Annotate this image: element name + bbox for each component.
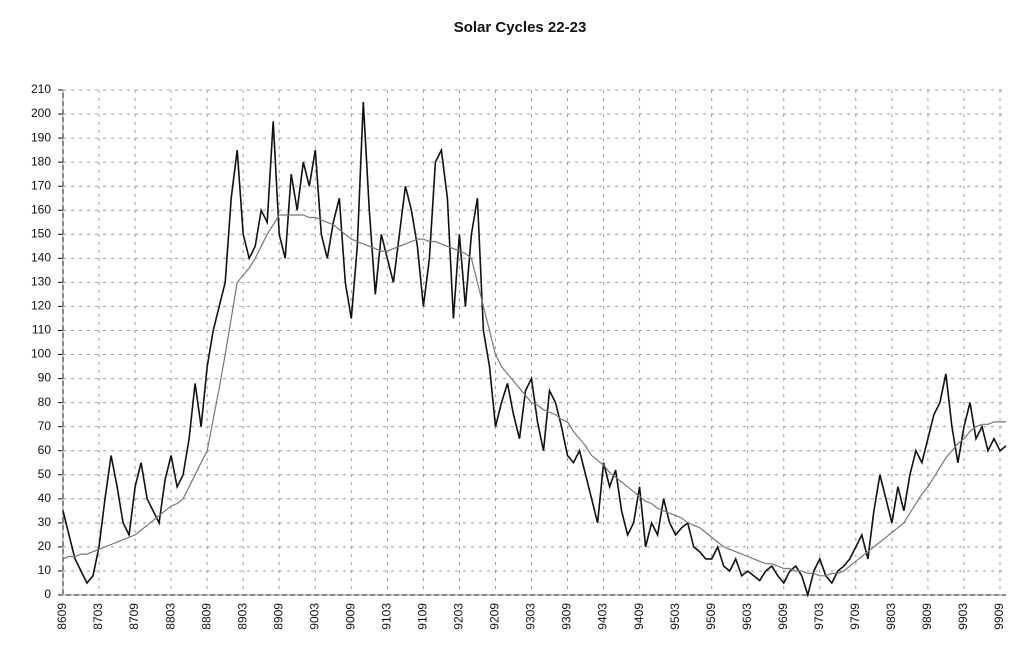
series-line xyxy=(62,101,1007,598)
y-tick-label: 80 xyxy=(38,395,52,409)
y-tick-label: 10 xyxy=(38,563,52,577)
x-tick-label: 9909 xyxy=(992,603,1006,630)
x-tick-label: 9103 xyxy=(380,603,394,630)
y-tick-label: 160 xyxy=(31,202,51,216)
y-tick-label: 170 xyxy=(31,178,51,192)
x-tick-label: 9109 xyxy=(416,603,430,630)
y-tick-label: 200 xyxy=(31,106,51,120)
x-tick-label: 8909 xyxy=(271,603,285,630)
x-tick-label: 9709 xyxy=(848,603,862,630)
x-tick-label: 8803 xyxy=(163,603,177,630)
x-tick-label: 9303 xyxy=(524,603,538,630)
y-tick-label: 90 xyxy=(38,371,52,385)
y-tick-label: 140 xyxy=(31,251,51,265)
x-tick-label: 9809 xyxy=(920,603,934,630)
x-tick-label: 9903 xyxy=(956,603,970,630)
series-line xyxy=(62,214,1006,577)
y-tick-label: 0 xyxy=(44,587,51,601)
y-tick-label: 110 xyxy=(32,323,51,337)
x-tick-label: 9703 xyxy=(812,603,826,630)
y-tick-label: 50 xyxy=(38,467,52,481)
x-tick-label: 9003 xyxy=(307,603,321,630)
y-tick-label: 120 xyxy=(31,299,51,313)
y-tick-label: 70 xyxy=(38,419,52,433)
x-tick-label: 9403 xyxy=(596,603,610,630)
x-tick-label: 8703 xyxy=(91,603,105,630)
x-tick-label: 8609 xyxy=(55,603,69,630)
x-tick-label: 9409 xyxy=(632,603,646,630)
x-tick-label: 9603 xyxy=(740,603,754,630)
chart-title: Solar Cycles 22-23 xyxy=(454,19,587,36)
x-tick-label: 9509 xyxy=(704,603,718,630)
y-tick-label: 150 xyxy=(31,226,51,240)
x-tick-label: 9609 xyxy=(776,603,790,630)
y-tick-label: 100 xyxy=(31,347,51,361)
y-tick-label: 180 xyxy=(31,154,51,168)
x-tick-label: 9203 xyxy=(452,603,466,630)
x-tick-label: 8903 xyxy=(235,603,249,630)
x-tick-label: 9309 xyxy=(560,603,574,630)
x-tick-label: 9503 xyxy=(668,603,682,630)
x-tick-label: 8809 xyxy=(199,603,213,630)
y-tick-label: 130 xyxy=(31,275,51,289)
y-tick-label: 60 xyxy=(38,443,52,457)
y-tick-label: 190 xyxy=(31,130,51,144)
x-tick-label: 9209 xyxy=(488,603,502,630)
y-tick-label: 210 xyxy=(31,82,51,96)
x-tick-label: 9803 xyxy=(884,603,898,630)
y-tick-label: 20 xyxy=(38,539,52,553)
x-tick-label: 9009 xyxy=(343,603,357,630)
y-tick-label: 40 xyxy=(38,491,52,505)
y-tick-label: 30 xyxy=(38,515,52,529)
x-tick-label: 8709 xyxy=(127,603,141,630)
